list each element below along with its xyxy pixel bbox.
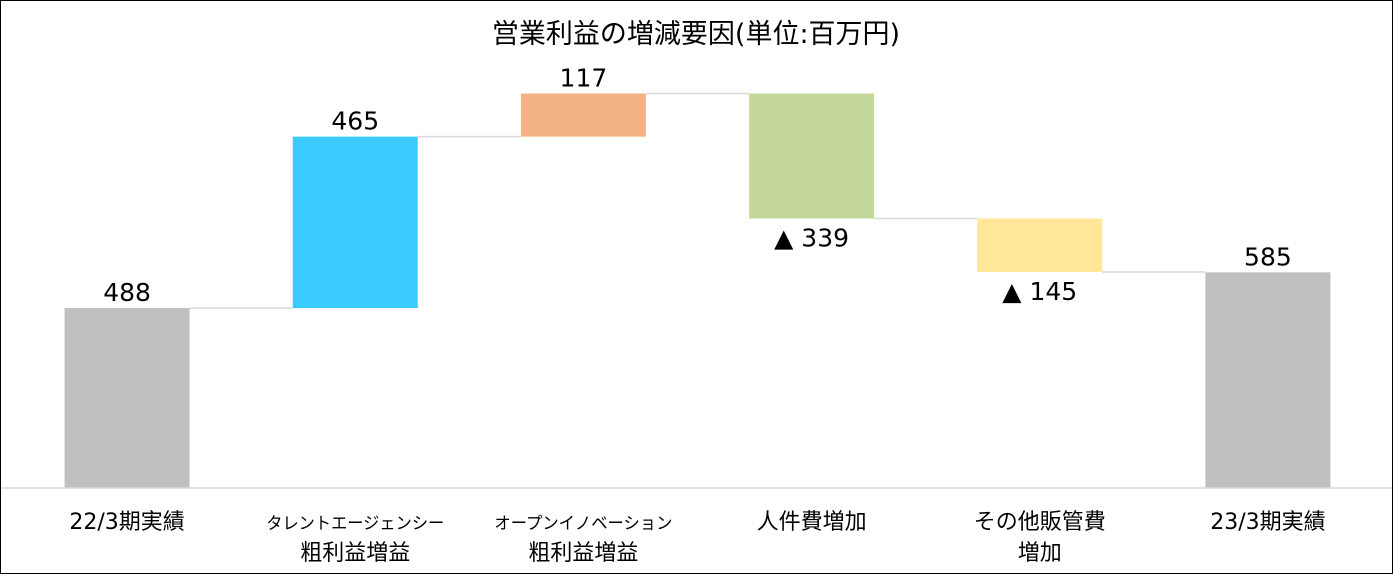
bar-2 [292, 136, 418, 309]
category-label-3-line-1: オープンイノベーション [494, 514, 672, 534]
value-label-5: ▲ 145 [1002, 277, 1077, 306]
category-label-6: 23/3期実績 [1210, 510, 1325, 535]
category-label-5-line-1: その他販管費 [974, 510, 1106, 535]
bar-5 [977, 218, 1103, 272]
value-label-6: 585 [1244, 242, 1292, 271]
value-label-1: 488 [103, 278, 151, 307]
category-label-1: 22/3期実績 [69, 510, 184, 535]
bar-4 [749, 93, 875, 219]
value-label-4: ▲ 339 [774, 223, 849, 252]
category-label-3-line-2: 粗利益増益 [528, 541, 638, 566]
value-label-2: 465 [331, 107, 379, 136]
value-label-3: 117 [560, 63, 608, 92]
category-label-4: 人件費増加 [757, 510, 867, 535]
bar-6 [1205, 272, 1331, 488]
category-label-2-line-2: 粗利益増益 [300, 541, 410, 566]
bar-1 [64, 308, 190, 488]
bars [64, 93, 1331, 488]
value-labels: 488 465 117 ▲ 339 ▲ 145 585 [103, 63, 1292, 307]
connector-lines [189, 92, 1206, 309]
category-label-5-line-2: 増加 [1018, 541, 1062, 566]
chart-title: 営業利益の増減要因(単位:百万円) [492, 19, 900, 50]
bar-3 [520, 93, 646, 137]
category-label-2-line-1: タレントエージェンシー [266, 514, 444, 534]
